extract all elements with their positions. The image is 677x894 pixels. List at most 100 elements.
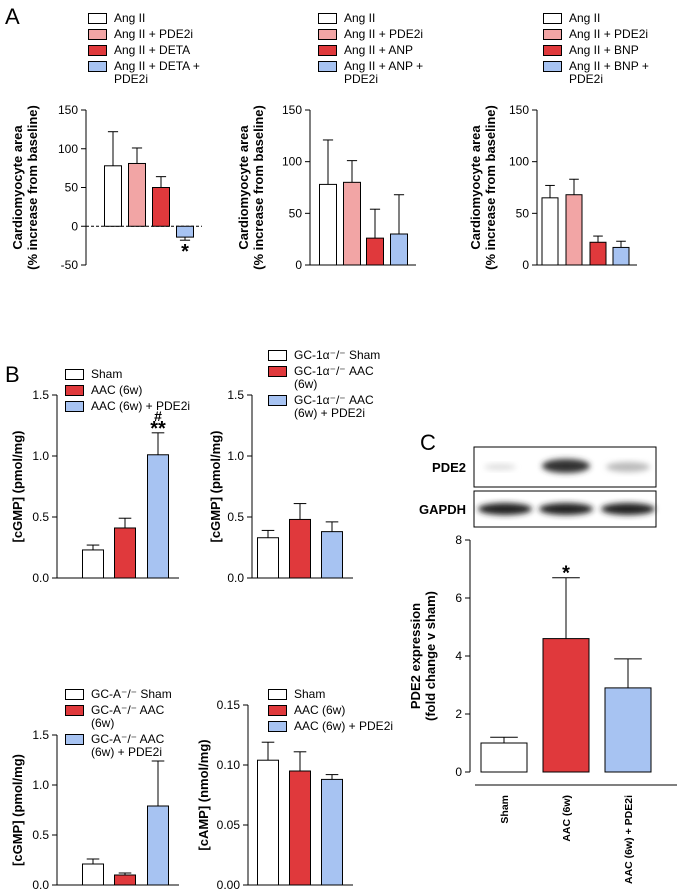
legend-swatch [318,61,337,72]
legend-label: Sham [91,367,123,381]
y-tick-label: 50 [289,206,303,220]
bar [257,537,279,579]
legend-label: Ang II [344,11,376,25]
legend-item: Ang II + DETA + PDE2i [88,60,206,86]
legend-label: Ang II + PDE2i [569,27,649,41]
legend-swatch [543,45,562,56]
y-axis-label: Cardiomyocyte area [236,125,251,250]
legend-label: AAC (6w) + PDE2i [91,399,191,413]
legend-label: Ang II + BNP [569,43,639,57]
blot-band [606,462,650,472]
y-tick-label: 50 [516,206,530,220]
legend-swatch [543,29,562,40]
y-axis-label: PDE2 expression [408,603,423,709]
significance-marker: * [181,241,189,263]
legend-item: Ang II + PDE2i [88,28,206,41]
legend-item: Ang II [543,12,661,25]
legend-swatch [88,29,107,40]
blot-label: GAPDH [419,502,466,517]
y-axis-label: Cardiomyocyte area [468,125,483,250]
y-tick-label: 0.05 [217,818,241,832]
y-tick-label: 6 [455,591,462,605]
legend: Sham AAC (6w) AAC (6w) + PDE2i [65,368,225,416]
error-bar [155,176,167,188]
legend-swatch [65,401,84,412]
y-tick-label: 0 [71,219,78,233]
legend-item: GC-A⁻/⁻ Sham [65,688,187,701]
error-bar [151,432,165,455]
bar [147,805,169,886]
bar [321,778,343,886]
error-bar [118,872,132,875]
legend-item: Ang II [88,12,206,25]
legend-item: GC-A⁻/⁻ AAC (6w) + PDE2i [65,733,187,759]
plot: 0.0 0.5 1.0 1.5 [cGMP] (pmol/mg) [10,728,179,892]
plot: 0.00 0.05 0.10 0.15 [cAMP] (nmol/mg) [196,698,353,892]
legend-item: Ang II + BNP [543,44,661,57]
x-tick-label: Sham [499,795,511,824]
bar [390,233,408,266]
legend: Ang II Ang II + PDE2i Ang II + DETA Ang II … [88,12,206,89]
bar [147,454,169,579]
legend-swatch [268,705,287,716]
y-axis-label: [cGMP] (pmol/mg) [208,431,223,543]
plot: 0.0 0.5 1.0 1.5 [cGMP] (pmol/mg) [208,388,353,585]
legend-label: GC-A⁻/⁻ AAC (6w) + PDE2i [91,732,165,759]
bar [542,638,590,773]
error-bar [325,521,339,532]
error-bar [179,237,191,241]
significance-marker: # [154,408,162,424]
legend-swatch [65,385,84,396]
legend-label: Ang II + DETA [114,43,191,57]
legend-label: Sham [294,687,326,701]
legend-item: Ang II + PDE2i [543,28,661,41]
legend-swatch [88,61,107,72]
y-axis-label: [cAMP] (nmol/mg) [196,739,211,850]
y-tick-label: 150 [58,103,78,117]
y-tick-label: 0.10 [217,758,241,772]
legend-label: GC-A⁻/⁻ AAC (6w) [91,703,165,730]
bar [480,742,528,773]
y-tick-label: 1.5 [32,388,49,402]
bar [612,246,630,266]
significance-marker: ** [150,418,166,440]
legend-label: GC-A⁻/⁻ Sham [91,687,172,701]
blot-band [601,503,655,515]
legend-swatch [65,705,84,716]
legend-item: AAC (6w) + PDE2i [268,720,428,733]
legend-item: Ang II + BNP + PDE2i [543,60,661,86]
legend-item: AAC (6w) + PDE2i [65,400,225,413]
legend-swatch [543,61,562,72]
panel-label: C [420,430,436,455]
legend-swatch [318,45,337,56]
bar [289,770,311,886]
legend-label: Ang II [114,11,146,25]
y-tick-label: 150 [509,103,529,117]
x-tick-label: AAC (6w) + PDE2i [623,795,635,884]
error-bar [293,751,307,771]
bar [128,162,146,227]
y-tick-label: 0.00 [217,878,241,892]
y-tick-label: 4 [455,649,462,663]
y-axis-label: (% increase from baseline) [251,105,266,270]
legend-item: AAC (6w) [65,384,225,397]
error-bar [293,503,307,520]
error-bar [490,736,518,743]
error-bar [393,194,405,234]
error-bar [322,139,334,185]
western-blot: PDE2 GAPDH [419,446,657,528]
bar [289,518,311,579]
y-tick-label: 0.0 [32,878,49,892]
blot-band [484,464,516,470]
legend-swatch [88,13,107,24]
legend-label: Ang II + PDE2i [114,27,194,41]
y-axis-label: (% increase from baseline) [483,105,498,270]
error-bar [325,774,339,780]
legend-item: Ang II + ANP [318,44,436,57]
legend: GC-1α⁻/⁻ Sham GC-1α⁻/⁻ AAC (6w) GC-1α⁻/⁻ A… [268,349,390,423]
legend-swatch [65,369,84,380]
y-tick-label: 1.5 [227,388,244,402]
legend-item: Sham [268,688,428,701]
legend-item: GC-A⁻/⁻ AAC (6w) [65,704,187,730]
